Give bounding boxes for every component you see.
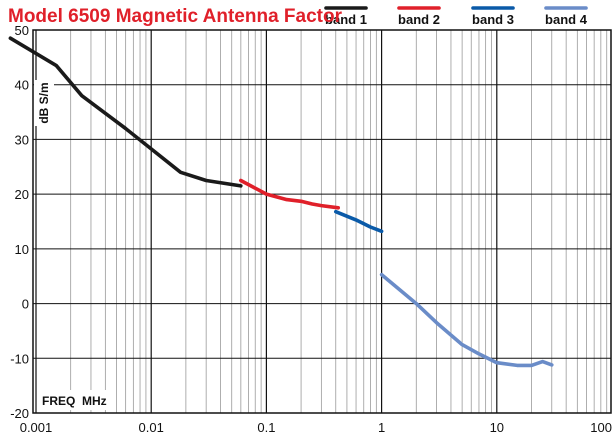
y-tick-label: 40	[15, 78, 29, 93]
legend-label: band 1	[325, 12, 367, 27]
y-tick-label: 20	[15, 187, 29, 202]
x-axis-label-background	[38, 390, 114, 410]
x-tick-label: 0.01	[139, 420, 164, 435]
x-tick-label: 1	[378, 420, 385, 435]
major-grid	[33, 30, 611, 413]
series-line	[239, 178, 341, 210]
y-tick-label: -10	[10, 351, 29, 366]
x-tick-label: 100	[590, 420, 612, 435]
minor-grid	[70, 30, 608, 413]
x-tick-label: 10	[490, 420, 504, 435]
legend-label: band 4	[545, 12, 588, 27]
legend-label: band 2	[398, 12, 440, 27]
x-tick-label: 0.1	[257, 420, 275, 435]
y-tick-label: 0	[22, 297, 29, 312]
series-line	[379, 272, 554, 368]
legend: band 1 band 2 band 3 band 4	[324, 6, 588, 27]
y-tick-label: 50	[15, 23, 29, 38]
y-axis-label: dB S/m	[37, 82, 51, 123]
y-tick-label: -20	[10, 406, 29, 421]
series-line	[8, 36, 243, 188]
y-axis-label-background	[34, 80, 54, 126]
legend-label: band 3	[472, 12, 514, 27]
series-layer	[8, 36, 554, 368]
series-line	[333, 209, 384, 234]
y-tick-label: 30	[15, 132, 29, 147]
y-tick-label: 10	[15, 242, 29, 257]
x-tick-label: 0.001	[20, 420, 53, 435]
plot-frame	[32, 29, 612, 414]
x-axis-label: FREQ MHz	[42, 394, 107, 408]
chart-title: Model 6509 Magnetic Antenna Factor	[8, 6, 343, 27]
